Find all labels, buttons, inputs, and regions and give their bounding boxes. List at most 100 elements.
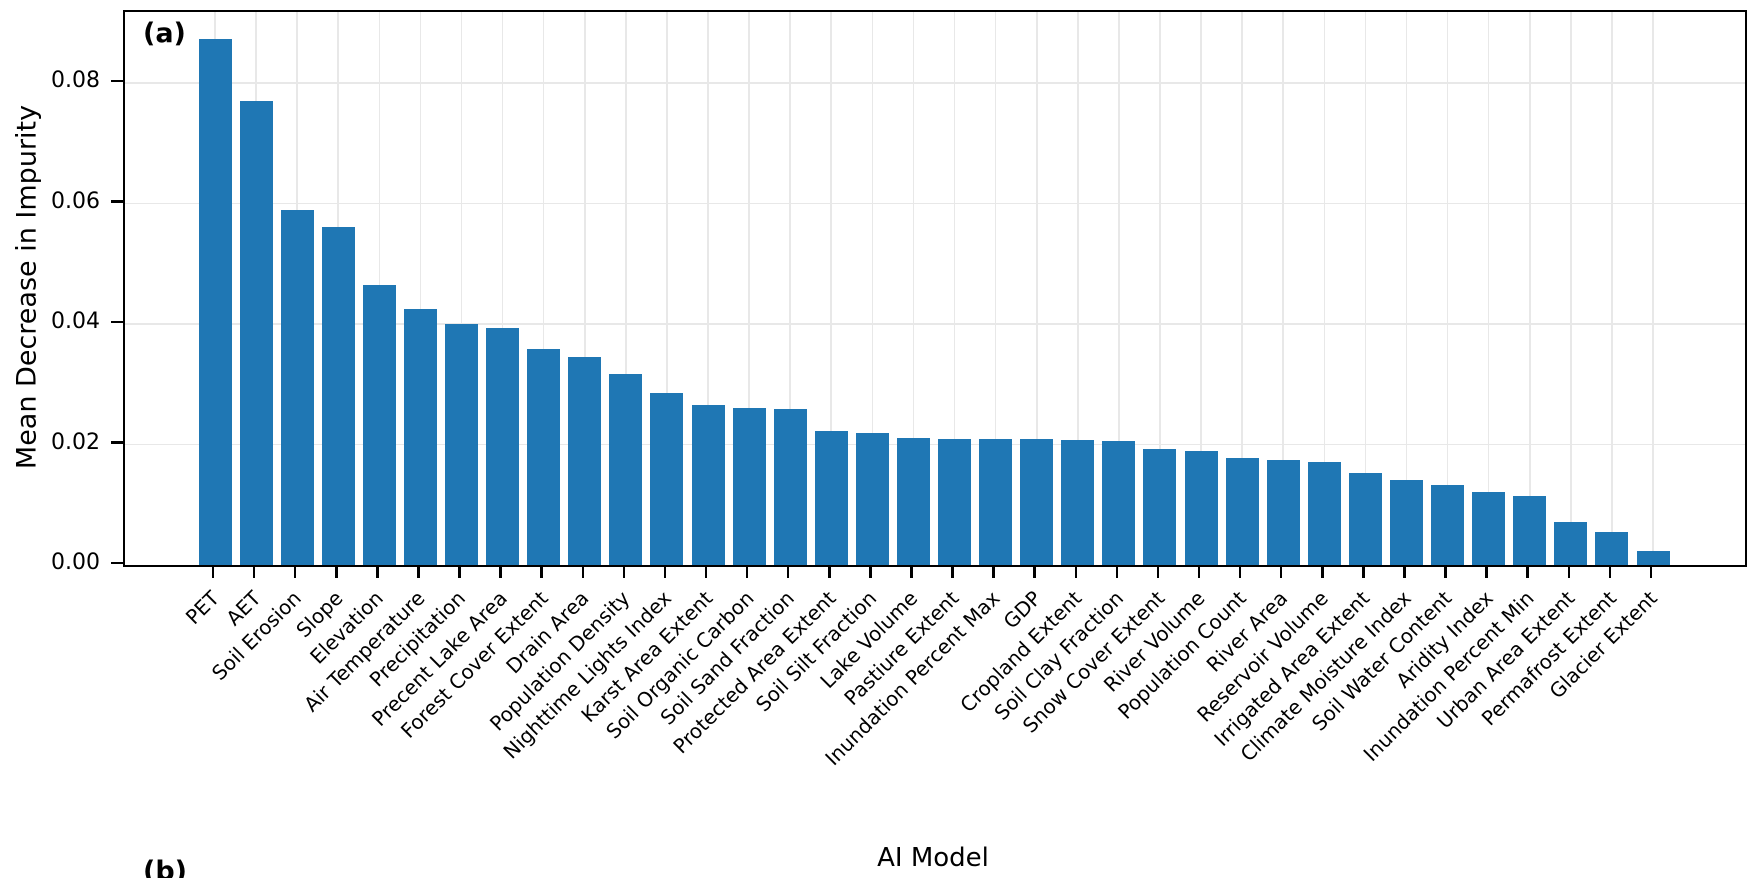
x-tick-mark [622, 565, 626, 578]
x-tick-mark [1362, 565, 1365, 578]
bar [938, 438, 972, 565]
v-gridline [994, 12, 997, 565]
bar [1266, 460, 1300, 565]
h-gridline [125, 323, 1745, 325]
x-tick-mark [1608, 565, 1612, 578]
v-gridline [1364, 12, 1367, 565]
v-gridline [707, 12, 709, 565]
x-tick-mark [417, 565, 420, 578]
bar [1143, 448, 1177, 565]
v-gridline [1528, 12, 1531, 565]
v-gridline [1570, 12, 1572, 565]
v-gridline [912, 12, 915, 565]
x-tick-mark [951, 565, 954, 578]
x-tick-mark [1321, 565, 1324, 578]
x-axis-title: AI Model [877, 843, 989, 873]
v-gridline [666, 12, 668, 565]
y-tick-mark [111, 320, 123, 324]
v-gridline [501, 12, 504, 565]
bar [1225, 457, 1259, 565]
x-tick-mark [1485, 565, 1488, 578]
x-tick-mark [293, 565, 297, 578]
v-gridline [542, 12, 545, 565]
v-gridline [1611, 12, 1613, 565]
h-gridline [125, 443, 1745, 446]
v-gridline [1652, 12, 1654, 565]
y-tick-mark [111, 561, 123, 565]
bar [1389, 480, 1423, 565]
bar [1472, 492, 1506, 565]
x-tick-mark [992, 565, 995, 578]
x-tick-mark [1238, 565, 1242, 578]
bar [445, 324, 478, 565]
y-tick-label: 0.04 [51, 309, 100, 335]
x-tick-label: PET [180, 586, 224, 630]
y-tick-label: 0.00 [51, 550, 100, 575]
v-gridline [419, 12, 422, 565]
x-tick-mark [704, 565, 708, 578]
v-gridline [625, 12, 627, 565]
x-tick-mark [1115, 565, 1119, 578]
bar [650, 392, 684, 565]
x-tick-mark [1567, 565, 1571, 578]
bar [403, 308, 437, 565]
y-tick-label: 0.08 [51, 68, 100, 94]
x-tick-mark [1074, 565, 1078, 578]
v-gridline [1035, 12, 1038, 565]
v-gridline [830, 12, 833, 565]
y-axis-title: Mean Decrease in Impurity [11, 104, 43, 470]
v-gridline [1200, 12, 1202, 565]
v-gridline [1159, 12, 1161, 565]
bar [896, 437, 930, 565]
bar [1307, 462, 1341, 565]
bar [568, 357, 602, 565]
x-tick-mark [828, 565, 831, 578]
bar [1431, 484, 1465, 565]
bar [486, 328, 520, 565]
bar [280, 209, 314, 565]
y-tick-label: 0.02 [51, 429, 100, 455]
bar [1348, 472, 1382, 565]
bar [321, 227, 355, 565]
x-tick-mark [1649, 565, 1653, 578]
x-tick-mark [252, 565, 256, 578]
x-tick-mark [1403, 565, 1406, 578]
bar [239, 100, 273, 565]
h-gridline [125, 82, 1745, 84]
v-gridline [953, 12, 956, 565]
v-gridline [789, 12, 791, 565]
bar [855, 433, 889, 565]
bar [1554, 522, 1588, 565]
y-tick-mark [111, 441, 123, 444]
v-gridline [1241, 12, 1243, 565]
bar [1184, 450, 1218, 565]
bar [1020, 439, 1054, 565]
bar [814, 431, 848, 565]
x-tick-mark [1526, 565, 1529, 578]
x-tick-mark [869, 565, 872, 578]
bar [1102, 440, 1136, 565]
x-tick-mark [211, 565, 215, 578]
bar [609, 374, 643, 565]
bar [732, 407, 766, 565]
bar [362, 284, 396, 565]
bar [1595, 531, 1629, 565]
y-tick-label: 0.06 [51, 188, 100, 214]
bar [979, 439, 1013, 565]
v-gridline [1446, 12, 1449, 565]
x-tick-mark [910, 565, 913, 578]
v-gridline [1282, 12, 1285, 565]
v-gridline [1118, 12, 1120, 565]
v-gridline [748, 12, 750, 565]
x-tick-mark [786, 565, 790, 578]
y-tick-mark [111, 200, 123, 203]
x-tick-mark [458, 565, 461, 578]
x-tick-mark [376, 565, 379, 578]
bar [691, 404, 725, 565]
panel-a-label: (a) [143, 18, 186, 49]
x-tick-mark [499, 565, 502, 578]
bar [1513, 495, 1547, 565]
bar [1061, 440, 1095, 565]
v-gridline [871, 12, 874, 565]
